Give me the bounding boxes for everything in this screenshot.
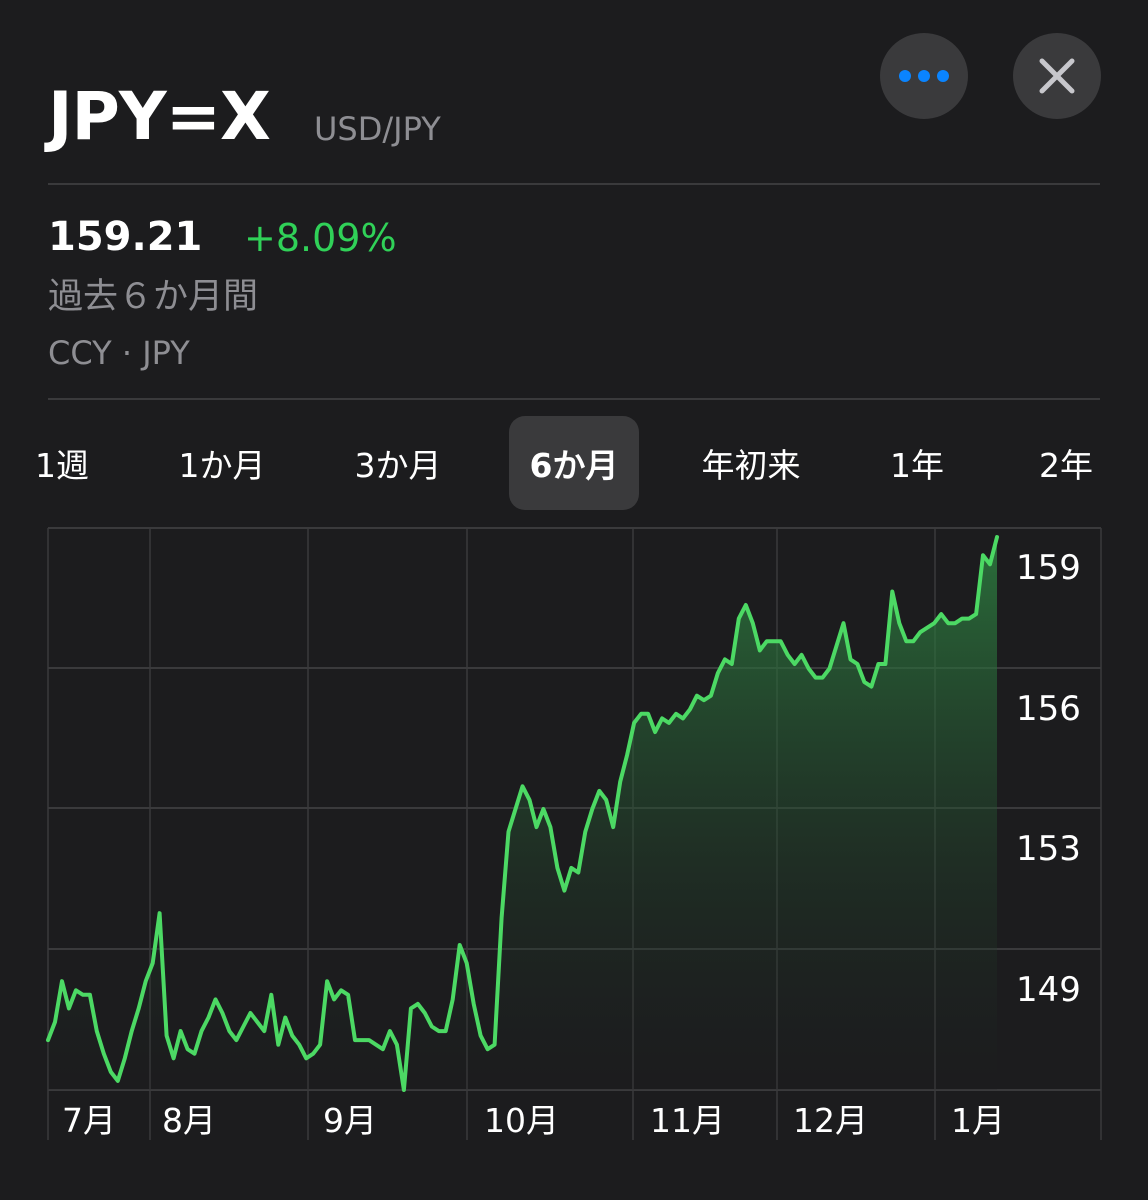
- x-tick-label-6: 1月: [951, 1101, 1005, 1140]
- more-button[interactable]: [880, 33, 968, 119]
- x-tick-label-4: 11月: [650, 1101, 725, 1140]
- ticker-symbol: JPY=X: [48, 78, 271, 155]
- tab-6-months[interactable]: 6か月: [509, 416, 639, 510]
- tab-1-week[interactable]: 1週: [35, 446, 89, 485]
- y-tick-label-3: 149: [1016, 970, 1081, 1010]
- close-button[interactable]: [1013, 33, 1101, 119]
- tab-1-year[interactable]: 1年: [890, 446, 944, 485]
- period-label: 過去６か月間: [48, 277, 259, 317]
- x-axis-labels: 7月 8月 9月 10月 11月 12月 1月: [62, 1101, 1005, 1140]
- y-tick-label-2: 153: [1016, 829, 1081, 869]
- close-icon: [1039, 58, 1075, 94]
- range-tabs: 1週 1か月 3か月 6か月 年初来 1年 2年: [0, 416, 1148, 510]
- x-tick-label-5: 12月: [793, 1101, 868, 1140]
- currency-pair: USD/JPY: [314, 110, 441, 148]
- price-area: [48, 537, 997, 1090]
- price-change: +8.09%: [244, 216, 397, 260]
- header-divider: [48, 183, 1100, 185]
- price-line: [46, 535, 999, 1092]
- y-tick-label-1: 156: [1016, 689, 1081, 729]
- y-axis-labels: 159 156 153 149: [1016, 548, 1081, 1010]
- tab-ytd[interactable]: 年初来: [701, 446, 801, 485]
- tab-1-month[interactable]: 1か月: [178, 446, 266, 485]
- current-price: 159.21: [48, 214, 203, 260]
- x-tick-label-0: 7月: [62, 1101, 116, 1140]
- currency-meta: CCY · JPY: [48, 334, 190, 372]
- x-tick-label-1: 8月: [162, 1101, 216, 1140]
- x-tick-label-3: 10月: [484, 1101, 559, 1140]
- price-chart: 159 156 153 149 7月 8月 9月 10月 11月 12月 1月: [46, 527, 1102, 1140]
- x-tick-label-2: 9月: [323, 1101, 377, 1140]
- tab-2-years[interactable]: 2年: [1039, 446, 1093, 485]
- quote-divider: [48, 398, 1100, 400]
- tab-3-months[interactable]: 3か月: [354, 446, 442, 485]
- ellipsis-icon: [899, 70, 949, 82]
- y-tick-label-0: 159: [1016, 548, 1081, 588]
